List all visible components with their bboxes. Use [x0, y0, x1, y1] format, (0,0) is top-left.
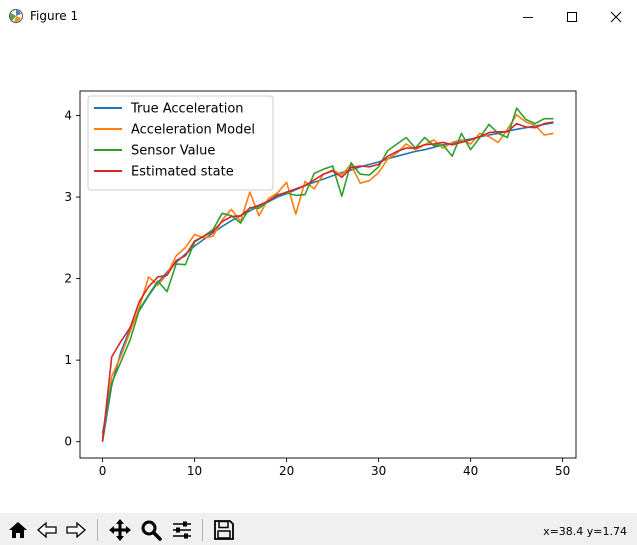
- window-title: Figure 1: [30, 9, 79, 23]
- pan-icon: [109, 519, 131, 541]
- legend-label-2: Sensor Value: [131, 144, 215, 159]
- zoom-button[interactable]: [137, 516, 165, 544]
- y-tick-label: 0: [64, 435, 72, 449]
- forward-button[interactable]: [62, 516, 90, 544]
- save-icon: [214, 520, 234, 540]
- back-button[interactable]: [33, 516, 61, 544]
- save-button[interactable]: [210, 516, 238, 544]
- line-chart: 0 10 20 30 40 50 0 1 2 3 4 True Acceleration Acceler…: [64, 90, 577, 478]
- y-tick-label: 1: [64, 353, 72, 367]
- close-icon: [610, 11, 622, 22]
- x-tick-label: 0: [99, 464, 107, 478]
- y-tick-label: 2: [64, 272, 72, 286]
- legend-box: [87, 95, 274, 191]
- maximize-button[interactable]: [549, 0, 595, 33]
- x-tick-label: 10: [187, 464, 202, 478]
- series-line-3: [101, 121, 554, 442]
- y-tick-label: 3: [64, 190, 72, 204]
- cursor-coordinates: x=38.4 y=1.74: [543, 525, 627, 538]
- x-tick-label: 50: [555, 464, 570, 478]
- axes-frame: [79, 90, 577, 459]
- window-titlebar: Figure 1: [0, 0, 637, 33]
- home-icon: [9, 522, 27, 538]
- figure-canvas[interactable]: 0 10 20 30 40 50 0 1 2 3 4 True Acceleration Acceler…: [0, 33, 637, 513]
- series-line-2: [101, 107, 554, 434]
- x-tick-label: 40: [463, 464, 478, 478]
- navigation-toolbar: x=38.4 y=1.74: [0, 513, 637, 545]
- minimize-icon: [523, 16, 533, 18]
- figure-app-icon: [9, 9, 23, 23]
- maximize-icon: [567, 11, 577, 22]
- zoom-icon: [141, 520, 162, 541]
- legend-label-3: Estimated state: [131, 165, 234, 180]
- back-icon: [37, 521, 57, 539]
- configure-subplots-icon: [173, 521, 191, 539]
- toolbar-separator: [97, 519, 98, 541]
- home-button[interactable]: [4, 516, 32, 544]
- configure-subplots-button[interactable]: [168, 516, 196, 544]
- legend-label-1: Acceleration Model: [131, 123, 255, 138]
- close-button[interactable]: [593, 0, 637, 33]
- legend-label-0: True Acceleration: [130, 102, 244, 117]
- x-tick-label: 30: [371, 464, 386, 478]
- y-tick-label: 4: [64, 108, 72, 122]
- x-tick-label: 20: [279, 464, 294, 478]
- toolbar-separator: [202, 519, 203, 541]
- forward-icon: [66, 521, 86, 539]
- pan-button[interactable]: [106, 516, 134, 544]
- minimize-button[interactable]: [505, 0, 551, 33]
